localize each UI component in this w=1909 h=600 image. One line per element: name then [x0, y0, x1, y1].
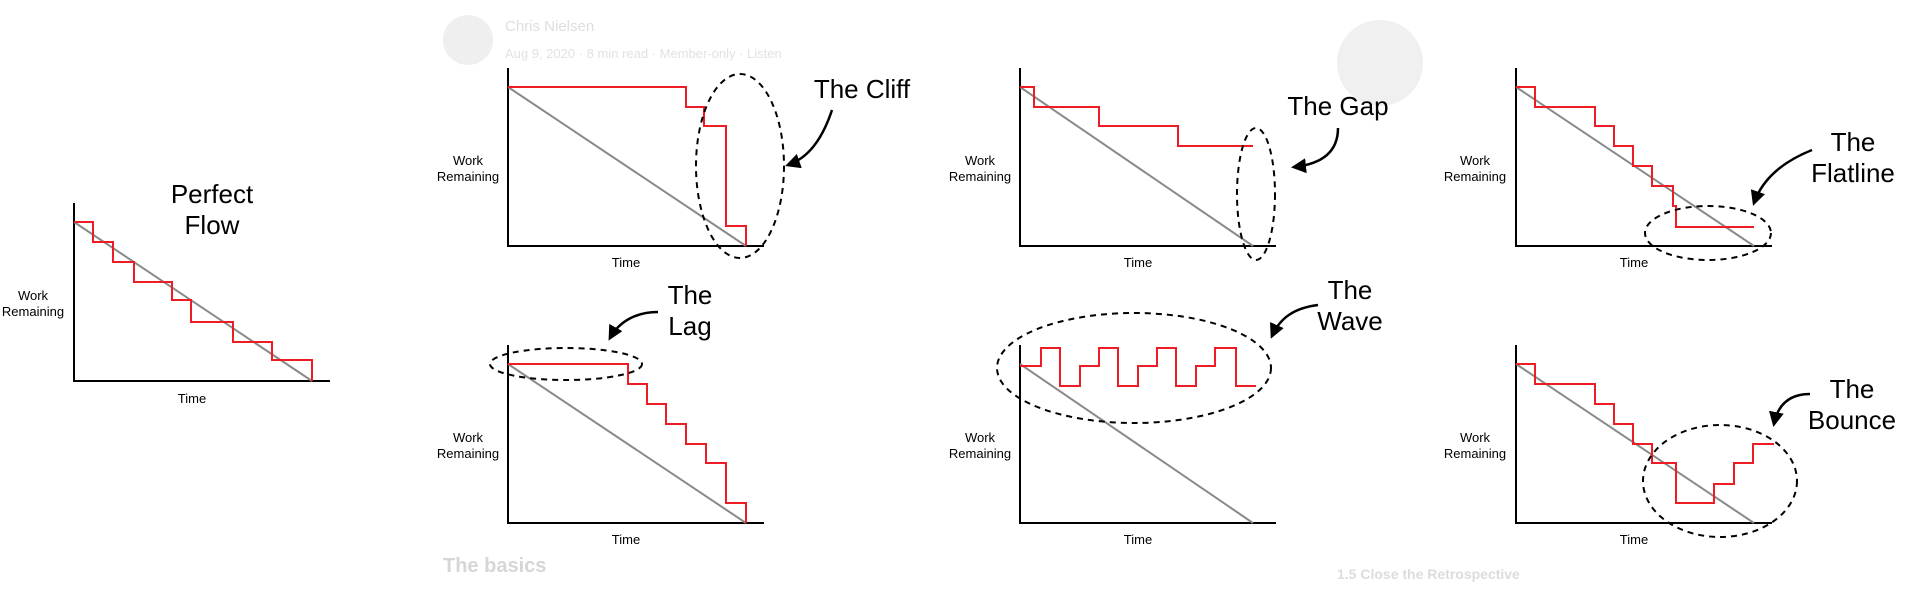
pointer-arrow: [1769, 392, 1811, 427]
burn-line: [1516, 363, 1774, 504]
x-label: Time: [1124, 532, 1152, 547]
axes: [1019, 345, 1276, 524]
panel-cliff: Work Remaining Time The Cliff: [437, 68, 911, 270]
x-label: Time: [612, 255, 640, 270]
x-label: Time: [1124, 255, 1152, 270]
callout-line2: Flow: [185, 210, 240, 240]
x-label: Time: [1620, 532, 1648, 547]
y-label-line2: Remaining: [949, 169, 1011, 184]
callout-line2: Flatline: [1811, 158, 1895, 188]
sidebar-item[interactable]: 1.5 Close the Retrospective: [1337, 566, 1520, 582]
pointer-arrow: [1291, 127, 1340, 174]
y-label-line2: Remaining: [2, 304, 64, 319]
article-meta: Aug 9, 2020 · 8 min read · Member-only ·…: [505, 46, 782, 61]
pointer-arrow: [608, 310, 659, 341]
callout-line2: Bounce: [1808, 405, 1896, 435]
pointer-arrow: [785, 109, 834, 169]
burn-line: [508, 363, 747, 523]
x-label: Time: [1620, 255, 1648, 270]
burn-line: [1516, 86, 1754, 228]
ideal-line: [1019, 86, 1254, 247]
callout-line1: The: [668, 280, 713, 310]
sidebar-avatar: [1337, 20, 1423, 106]
pointer-arrow: [1750, 148, 1813, 206]
axes: [1019, 68, 1276, 247]
highlight-ellipse: [489, 347, 643, 381]
y-label-line2: Remaining: [437, 169, 499, 184]
axes: [507, 345, 764, 524]
ideal-line: [507, 363, 747, 524]
pointer-arrow: [1270, 303, 1319, 339]
panel-perfect-flow: Work Remaining Time Perfect Flow: [2, 179, 330, 406]
ideal-line: [507, 86, 747, 247]
callout-line2: Lag: [668, 311, 711, 341]
callout-line1: The: [1831, 127, 1876, 157]
y-label-line1: Work: [965, 153, 996, 168]
panel-flatline: Work Remaining Time The Flatline: [1444, 68, 1895, 270]
callout-line1: The Cliff: [814, 74, 911, 104]
highlight-ellipse: [695, 73, 785, 259]
callout-line1: The: [1328, 275, 1373, 305]
axes: [507, 68, 764, 247]
callout-line1: Perfect: [171, 179, 254, 209]
axes: [1515, 345, 1772, 524]
ideal-line: [73, 221, 313, 382]
panel-wave: Work Remaining Time The Wave: [949, 275, 1383, 547]
y-label-line2: Remaining: [949, 446, 1011, 461]
burn-line: [508, 86, 747, 246]
y-label-line2: Remaining: [1444, 169, 1506, 184]
y-label-line2: Remaining: [437, 446, 499, 461]
y-label-line1: Work: [1460, 430, 1491, 445]
ideal-line: [1019, 363, 1254, 524]
panel-lag: Work Remaining Time The Lag: [437, 280, 764, 547]
y-label-line1: Work: [965, 430, 996, 445]
burn-line: [1020, 86, 1253, 147]
author-name[interactable]: Chris Nielsen: [505, 18, 595, 35]
burn-line: [74, 221, 313, 381]
highlight-ellipse: [1236, 127, 1276, 261]
axes: [73, 203, 330, 382]
panel-bounce: Work Remaining Time The Bounce: [1444, 345, 1896, 547]
section-title: The basics: [443, 555, 547, 577]
x-label: Time: [178, 391, 206, 406]
callout-line2: Wave: [1317, 306, 1383, 336]
highlight-ellipse: [1644, 205, 1772, 261]
y-label-line1: Work: [18, 288, 49, 303]
y-label-line1: Work: [453, 430, 484, 445]
callout-line1: The: [1830, 374, 1875, 404]
y-label-line1: Work: [453, 153, 484, 168]
highlight-ellipse: [1642, 424, 1798, 538]
highlight-ellipse: [996, 312, 1272, 424]
callout-line1: The Gap: [1287, 91, 1388, 121]
x-label: Time: [612, 532, 640, 547]
panel-gap: Work Remaining Time The Gap: [949, 68, 1389, 270]
y-label-line2: Remaining: [1444, 446, 1506, 461]
burn-line: [1020, 347, 1256, 387]
axes: [1515, 68, 1772, 247]
author-avatar: [443, 15, 493, 65]
y-label-line1: Work: [1460, 153, 1491, 168]
